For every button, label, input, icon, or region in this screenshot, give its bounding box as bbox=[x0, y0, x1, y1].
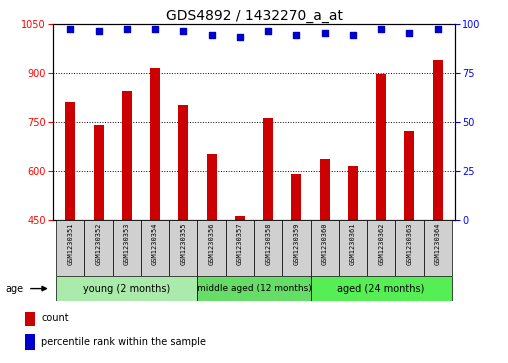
Bar bbox=[178, 105, 188, 363]
Point bbox=[66, 26, 74, 32]
Point bbox=[236, 34, 244, 40]
Bar bbox=[93, 125, 104, 363]
Text: count: count bbox=[42, 313, 69, 323]
Text: GDS4892 / 1432270_a_at: GDS4892 / 1432270_a_at bbox=[166, 9, 342, 23]
Text: GSM1230359: GSM1230359 bbox=[294, 223, 299, 265]
Text: GSM1230358: GSM1230358 bbox=[265, 223, 271, 265]
Bar bbox=[150, 68, 160, 363]
Bar bbox=[113, 220, 141, 276]
Text: GSM1230361: GSM1230361 bbox=[350, 223, 356, 265]
Bar bbox=[376, 74, 386, 363]
Bar bbox=[282, 220, 310, 276]
Bar bbox=[254, 220, 282, 276]
Text: GSM1230363: GSM1230363 bbox=[406, 223, 412, 265]
Text: GSM1230355: GSM1230355 bbox=[180, 223, 186, 265]
Bar bbox=[141, 220, 169, 276]
Bar bbox=[433, 60, 442, 363]
Bar bbox=[66, 102, 75, 363]
Bar bbox=[348, 166, 358, 363]
Text: GSM1230352: GSM1230352 bbox=[96, 223, 102, 265]
Bar bbox=[310, 276, 452, 301]
Text: GSM1230362: GSM1230362 bbox=[378, 223, 384, 265]
Bar bbox=[395, 220, 424, 276]
Bar bbox=[310, 220, 339, 276]
Bar bbox=[169, 220, 198, 276]
Text: GSM1230353: GSM1230353 bbox=[124, 223, 130, 265]
Bar bbox=[84, 220, 113, 276]
Point bbox=[377, 26, 385, 32]
Bar bbox=[207, 154, 216, 363]
Point bbox=[151, 26, 159, 32]
Text: percentile rank within the sample: percentile rank within the sample bbox=[42, 337, 206, 347]
Text: GSM1230354: GSM1230354 bbox=[152, 223, 158, 265]
Text: young (2 months): young (2 months) bbox=[83, 284, 171, 294]
Text: GSM1230356: GSM1230356 bbox=[209, 223, 214, 265]
Point bbox=[405, 30, 414, 36]
Point bbox=[292, 32, 300, 38]
Text: GSM1230357: GSM1230357 bbox=[237, 223, 243, 265]
Text: middle aged (12 months): middle aged (12 months) bbox=[197, 284, 311, 293]
Text: GSM1230364: GSM1230364 bbox=[435, 223, 441, 265]
Bar bbox=[320, 159, 330, 363]
Bar bbox=[198, 276, 310, 301]
Point bbox=[349, 32, 357, 38]
Bar bbox=[25, 334, 36, 350]
Text: age: age bbox=[5, 284, 23, 294]
Point bbox=[123, 26, 131, 32]
Bar bbox=[25, 309, 36, 326]
Point bbox=[179, 29, 187, 34]
Bar bbox=[367, 220, 395, 276]
Bar bbox=[424, 220, 452, 276]
Text: GSM1230351: GSM1230351 bbox=[67, 223, 73, 265]
Text: GSM1230360: GSM1230360 bbox=[322, 223, 328, 265]
Text: aged (24 months): aged (24 months) bbox=[337, 284, 425, 294]
Bar bbox=[226, 220, 254, 276]
Point bbox=[434, 26, 442, 32]
Bar bbox=[263, 118, 273, 363]
Bar bbox=[292, 174, 301, 363]
Bar bbox=[339, 220, 367, 276]
Point bbox=[94, 29, 103, 34]
Point bbox=[264, 29, 272, 34]
Bar bbox=[404, 131, 415, 363]
Bar bbox=[198, 220, 226, 276]
Point bbox=[208, 32, 216, 38]
Bar bbox=[235, 216, 245, 363]
Bar bbox=[56, 276, 198, 301]
Bar bbox=[122, 90, 132, 363]
Point bbox=[321, 30, 329, 36]
Bar bbox=[56, 220, 84, 276]
